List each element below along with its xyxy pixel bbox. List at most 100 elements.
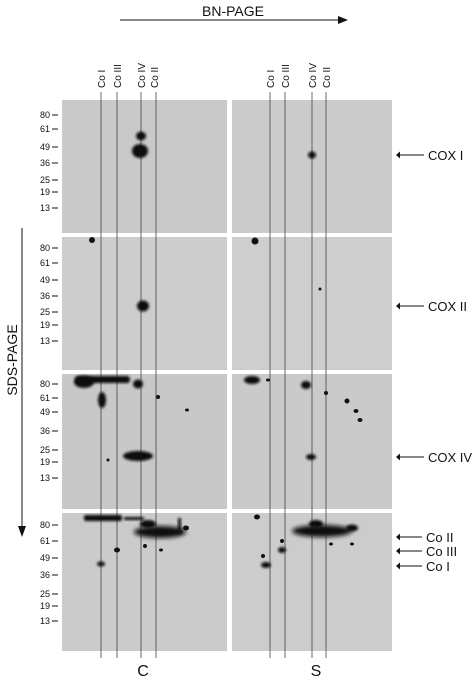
spots-row2 xyxy=(89,237,322,312)
column-label-co-ii: Co II xyxy=(322,67,333,88)
mw-tick: 13 xyxy=(40,616,50,626)
spot xyxy=(301,381,311,389)
sds-page-arrow xyxy=(18,228,26,537)
label-cox-iv: COX IV xyxy=(428,450,472,465)
spot-streak xyxy=(124,517,144,520)
protein-labels: COX I COX II COX IV Co II Co III Co I xyxy=(396,148,472,574)
spot xyxy=(280,539,284,543)
mw-ticks-row4: 80 61 49 36 25 19 13 xyxy=(40,520,58,626)
mw-tick: 49 xyxy=(40,275,50,285)
mw-tick: 25 xyxy=(40,175,50,185)
spot xyxy=(134,526,186,538)
mw-ticks-row2: 80 61 49 36 25 19 13 xyxy=(40,243,58,346)
sds-page-label: SDS-PAGE xyxy=(4,324,20,395)
arrow-label-cox-i: COX I xyxy=(396,148,463,163)
mw-tick: 61 xyxy=(40,393,50,403)
spot xyxy=(143,544,147,548)
column-label-co-iv: Co IV xyxy=(137,63,148,88)
spot xyxy=(318,287,322,291)
column-label-co-iii: Co III xyxy=(113,64,124,88)
spot xyxy=(74,376,94,388)
spot xyxy=(185,408,189,412)
arrow-label-co-iii: Co III xyxy=(396,544,457,559)
column-label-co-ii: Co II xyxy=(150,67,161,88)
mw-tick: 49 xyxy=(40,142,50,152)
mw-tick: 80 xyxy=(40,110,50,120)
mw-tick: 80 xyxy=(40,520,50,530)
spot-streak xyxy=(84,515,122,521)
gel-label-c: C xyxy=(137,663,149,680)
gel-label-s: S xyxy=(311,663,322,680)
spot xyxy=(251,237,259,245)
spot xyxy=(244,376,260,384)
spot xyxy=(261,554,265,558)
spot xyxy=(261,562,271,568)
spots-row1 xyxy=(132,131,316,159)
spot xyxy=(132,144,148,158)
spot xyxy=(156,395,160,399)
mw-tick: 36 xyxy=(40,570,50,580)
spot xyxy=(350,542,354,546)
arrow-label-cox-ii: COX II xyxy=(396,299,467,314)
spot xyxy=(357,418,363,422)
spot xyxy=(133,379,143,389)
spot xyxy=(159,548,163,552)
spot xyxy=(346,524,358,532)
spot xyxy=(123,451,153,461)
mw-tick: 61 xyxy=(40,124,50,134)
spot xyxy=(353,409,359,413)
spot xyxy=(329,542,333,546)
mw-tick: 19 xyxy=(40,457,50,467)
mw-tick: 19 xyxy=(40,187,50,197)
arrow-label-co-i: Co I xyxy=(396,559,450,574)
spot xyxy=(183,525,189,531)
mw-tick: 36 xyxy=(40,291,50,301)
spot xyxy=(278,547,286,553)
column-label-co-iii: Co III xyxy=(281,64,292,88)
mw-tick: 25 xyxy=(40,307,50,317)
mw-tick: 80 xyxy=(40,243,50,253)
label-co-i: Co I xyxy=(426,559,450,574)
mw-ticks-row3: 80 61 49 36 25 19 13 xyxy=(40,379,58,483)
spot xyxy=(136,131,146,141)
label-cox-i: COX I xyxy=(428,148,463,163)
mw-tick: 36 xyxy=(40,426,50,436)
column-label-co-i: Co I xyxy=(97,70,108,88)
gel-panels xyxy=(62,100,392,651)
mw-tick: 19 xyxy=(40,601,50,611)
arrow-label-co-ii: Co II xyxy=(396,530,453,545)
spot xyxy=(114,547,120,553)
column-labels-gel-s: Co I Co III Co IV Co II xyxy=(266,63,333,88)
mw-ticks-row1: 80 61 49 36 25 19 13 xyxy=(40,110,58,213)
mw-tick: 13 xyxy=(40,203,50,213)
spot xyxy=(89,237,95,243)
label-co-ii: Co II xyxy=(426,530,453,545)
spot xyxy=(306,454,316,460)
spot xyxy=(98,392,106,408)
spot-streak xyxy=(178,518,181,534)
spot xyxy=(140,520,156,528)
spot xyxy=(137,300,149,312)
mw-tick: 61 xyxy=(40,536,50,546)
gel-c-row3 xyxy=(62,374,227,509)
mw-tick: 25 xyxy=(40,445,50,455)
spot xyxy=(324,391,328,395)
gel-c-row1 xyxy=(62,100,227,233)
spot xyxy=(344,398,350,404)
spot xyxy=(106,458,110,462)
column-label-co-iv: Co IV xyxy=(308,63,319,88)
spot xyxy=(254,514,260,520)
spot xyxy=(308,151,316,159)
spots-row4 xyxy=(84,514,358,568)
bn-page-label: BN-PAGE xyxy=(202,3,264,19)
spot xyxy=(266,378,270,382)
mw-tick: 80 xyxy=(40,379,50,389)
mw-tick: 49 xyxy=(40,407,50,417)
bn-page-arrow xyxy=(120,16,348,24)
spot xyxy=(292,525,352,537)
arrow-label-cox-iv: COX IV xyxy=(396,450,472,465)
column-labels-gel-c: Co I Co III Co IV Co II xyxy=(97,63,161,88)
label-cox-ii: COX II xyxy=(428,299,467,314)
label-co-iii: Co III xyxy=(426,544,457,559)
